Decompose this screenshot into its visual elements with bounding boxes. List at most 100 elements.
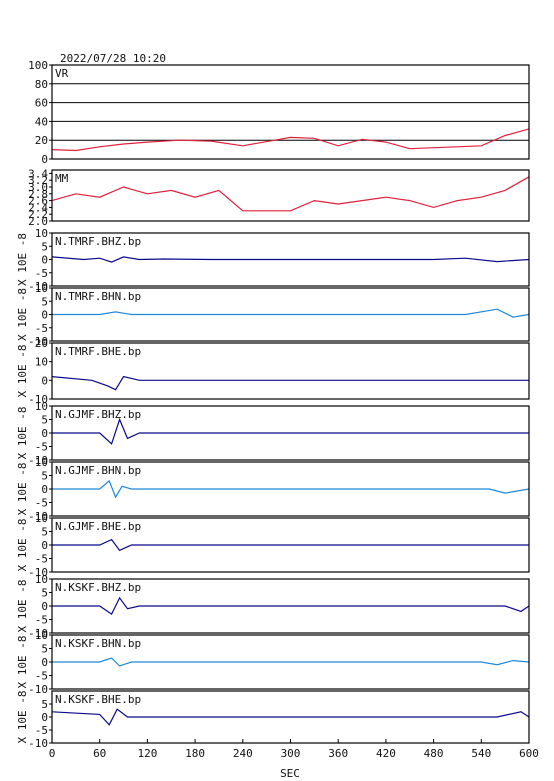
panel-label: N.TMRF.BHN.bp [55, 290, 141, 303]
panel-frame [51, 232, 530, 287]
y-tick-label: 5 [41, 526, 48, 539]
y-tick-label: -5 [35, 497, 48, 510]
x-tick-label: 420 [376, 747, 396, 760]
x-tick-label: 60 [93, 747, 106, 760]
y-tick-label: 0 [41, 656, 48, 669]
y-tick-label: 10 [35, 227, 48, 240]
y-tick-label: 0 [41, 254, 48, 267]
y-axis-label: X 10E -8 [16, 580, 29, 633]
y-tick-label: 2.8 [28, 188, 48, 201]
y-tick-label: -5 [35, 670, 48, 683]
y-tick-label: -10 [28, 280, 48, 293]
y-tick-label: 5 [41, 470, 48, 483]
y-tick-label: 2.6 [28, 195, 48, 208]
y-tick-label: 0 [41, 427, 48, 440]
x-tick-label: 360 [328, 747, 348, 760]
x-tick-label: 600 [519, 747, 539, 760]
y-tick-label: -10 [28, 683, 48, 696]
series-line [52, 538, 529, 552]
y-tick-label: 3.2 [28, 174, 48, 187]
panel-label: VR [55, 67, 69, 80]
y-tick-label: 5 [41, 240, 48, 253]
y-tick-label: -5 [35, 322, 48, 335]
panel-frame [51, 405, 530, 461]
series-line [52, 308, 530, 318]
panel-11: -10-505 N.KSKF.BHE.bp X 10E -8 [16, 690, 530, 750]
series-line [51, 708, 530, 726]
y-axis-label: X 10E -8 [16, 691, 29, 744]
panel-frame [51, 578, 530, 634]
y-tick-label: 20 [35, 337, 48, 350]
y-tick-label: 60 [35, 97, 48, 110]
series-line [51, 256, 530, 263]
x-tick-label: 300 [281, 747, 301, 760]
series-line [51, 375, 529, 391]
y-tick-label: 10 [35, 512, 48, 525]
y-tick-label: 0 [41, 600, 48, 613]
series-line [52, 479, 530, 499]
panel-5: -10 0 10 20 N.TMRF.BHE.bp X 10E -8 [16, 337, 530, 406]
panel-frame [51, 64, 530, 160]
panel-1: 0 20 40 60 80 100 VR [28, 59, 530, 166]
timestamp-label: 2022/07/28 10:20 [60, 52, 166, 65]
y-tick-label: 0 [41, 309, 48, 322]
y-tick-label: 10 [35, 282, 48, 295]
panel-label: N.TMRF.BHZ.bp [55, 235, 141, 248]
y-axis-label: X 10E -8 [16, 288, 29, 341]
panel-label: N.TMRF.BHE.bp [55, 345, 141, 358]
y-tick-label: 2.2 [28, 208, 48, 221]
panel-9: -10-505 10 N.KSKF.BHZ.bp X 10E -8 [16, 573, 530, 640]
x-axis-label: SEC [280, 767, 300, 780]
y-tick-label: 0 [41, 539, 48, 552]
y-tick-label: 5 [41, 295, 48, 308]
y-tick-label: -10 [28, 566, 48, 579]
y-axis-label: X 10E -8 [16, 463, 29, 516]
x-tick-label: 180 [185, 747, 205, 760]
x-tick-label: 120 [137, 747, 157, 760]
panel-frame [51, 517, 530, 573]
x-axis: 0 60 120 180 240 300 360 420 480 540 600 [49, 739, 539, 760]
y-tick-label: 20 [35, 134, 48, 147]
series-line [52, 417, 529, 445]
y-axis-label: X 10E -8 [16, 345, 29, 398]
x-tick-label: 540 [471, 747, 491, 760]
y-tick-label: 10 [35, 400, 48, 413]
panel-label: MM [55, 172, 69, 185]
y-tick-label: 2.4 [28, 201, 48, 214]
y-tick-label: 100 [28, 59, 48, 72]
y-tick-label: 40 [35, 115, 48, 128]
panel-label: N.GJMF.BHN.bp [55, 464, 141, 477]
y-tick-label: -5 [35, 267, 48, 280]
y-tick-label: -10 [28, 627, 48, 640]
y-tick-label: 0 [41, 374, 48, 387]
series-line [51, 176, 530, 212]
y-tick-label: 3.0 [28, 181, 48, 194]
y-tick-label: 5 [41, 587, 48, 600]
y-tick-label: 10 [35, 356, 48, 369]
panel-label: N.KSKF.BHZ.bp [55, 581, 141, 594]
panel-label: N.GJMF.BHZ.bp [55, 408, 141, 421]
y-tick-label: 0 [41, 711, 48, 724]
y-tick-label: 10 [35, 629, 48, 642]
y-tick-label: -10 [28, 510, 48, 523]
x-tick-label: 0 [49, 747, 56, 760]
y-tick-label: -5 [35, 724, 48, 737]
y-axis-label: X 10E -8 [16, 233, 29, 286]
series-line [52, 657, 530, 667]
panel-frame [51, 287, 530, 342]
panel-2: 2.02.22.42.62.83.03.23.4 MM [28, 167, 530, 228]
y-tick-label: -10 [28, 737, 48, 750]
y-tick-label: -10 [28, 454, 48, 467]
panel-frame [51, 461, 530, 517]
y-tick-label: -5 [35, 614, 48, 627]
y-tick-label: 0 [41, 483, 48, 496]
panel-label: N.KSKF.BHE.bp [55, 693, 141, 706]
y-axis-label: X 10E -8 [16, 407, 29, 460]
